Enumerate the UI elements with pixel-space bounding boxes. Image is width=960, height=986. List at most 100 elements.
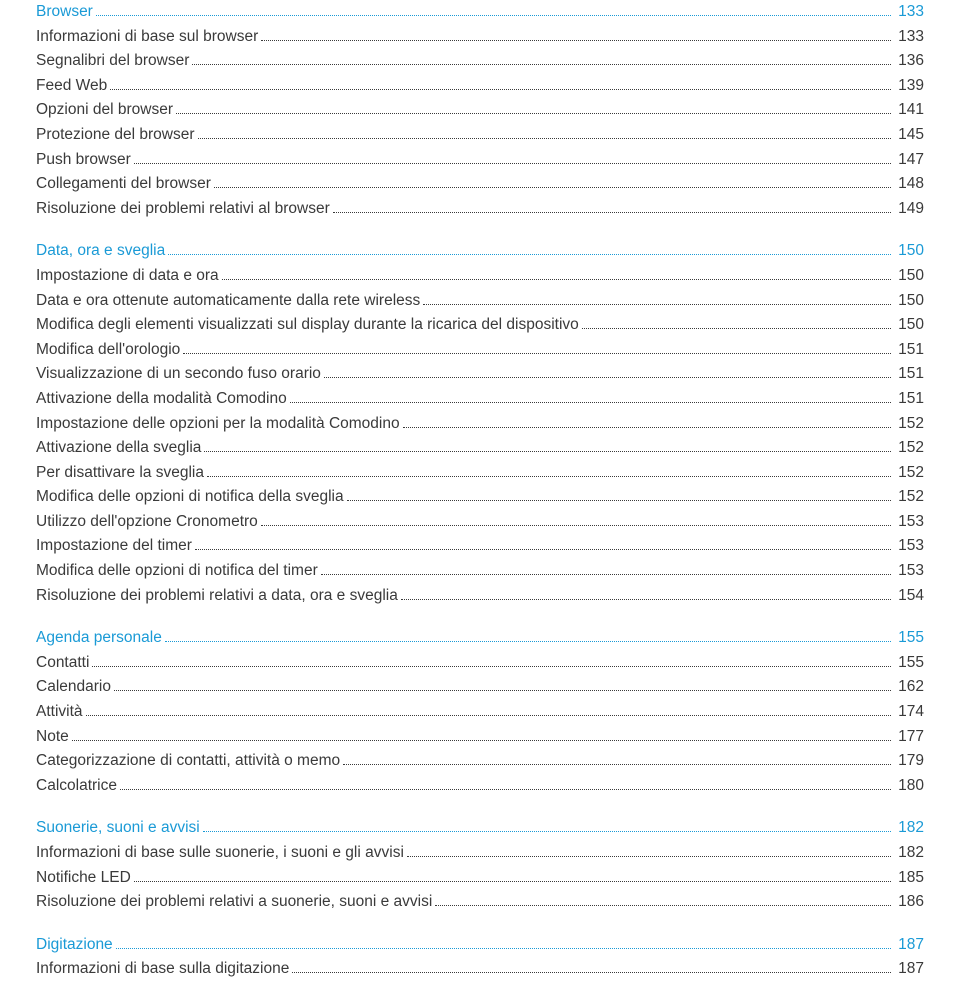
toc-item-page[interactable]: 154 bbox=[894, 588, 924, 604]
toc-item-label[interactable]: Utilizzo dell'opzione Cronometro bbox=[36, 514, 258, 530]
toc-item-label[interactable]: Feed Web bbox=[36, 78, 107, 94]
toc-item-label[interactable]: Protezione del browser bbox=[36, 127, 195, 143]
toc-item-label[interactable]: Risoluzione dei problemi relativi al bro… bbox=[36, 201, 330, 217]
toc-item-row: Data e ora ottenute automaticamente dall… bbox=[36, 293, 924, 318]
toc-item-label[interactable]: Contatti bbox=[36, 655, 89, 671]
toc-item-label[interactable]: Calendario bbox=[36, 679, 111, 695]
toc-item-label[interactable]: Attivazione della sveglia bbox=[36, 440, 201, 456]
toc-leader-dots bbox=[183, 345, 891, 354]
toc-item-label[interactable]: Risoluzione dei problemi relativi a suon… bbox=[36, 894, 432, 910]
toc-heading-row: Data, ora e sveglia 150 bbox=[36, 243, 924, 268]
toc-item-page[interactable]: 150 bbox=[894, 293, 924, 309]
toc-item-label[interactable]: Risoluzione dei problemi relativi a data… bbox=[36, 588, 398, 604]
toc-heading-page[interactable]: 150 bbox=[894, 243, 924, 259]
toc-item-label[interactable]: Collegamenti del browser bbox=[36, 176, 211, 192]
toc-leader-dots bbox=[333, 204, 891, 213]
toc-leader-dots bbox=[165, 633, 891, 642]
toc-item-page[interactable]: 151 bbox=[894, 391, 924, 407]
toc-leader-dots bbox=[116, 940, 891, 949]
toc-item-label[interactable]: Per disattivare la sveglia bbox=[36, 465, 204, 481]
toc-item-label[interactable]: Push browser bbox=[36, 152, 131, 168]
section-gap bbox=[36, 919, 924, 937]
toc-item-page[interactable]: 150 bbox=[894, 317, 924, 333]
toc-heading-row: Agenda personale 155 bbox=[36, 630, 924, 655]
toc-item-page[interactable]: 152 bbox=[894, 440, 924, 456]
toc-item-label[interactable]: Modifica degli elementi visualizzati sul… bbox=[36, 317, 579, 333]
toc-item-row: Utilizzo dell'opzione Cronometro 153 bbox=[36, 514, 924, 539]
toc-leader-dots bbox=[214, 179, 891, 188]
toc-item-label[interactable]: Informazioni di base sulla digitazione bbox=[36, 961, 289, 977]
toc-item-page[interactable]: 187 bbox=[894, 961, 924, 977]
toc-heading-page[interactable]: 182 bbox=[894, 820, 924, 836]
toc-item-row: Risoluzione dei problemi relativi a data… bbox=[36, 588, 924, 613]
toc-item-page[interactable]: 174 bbox=[894, 704, 924, 720]
toc-item-page[interactable]: 153 bbox=[894, 514, 924, 530]
toc-leader-dots bbox=[261, 32, 891, 41]
toc-item-page[interactable]: 185 bbox=[894, 870, 924, 886]
toc-leader-dots bbox=[134, 873, 891, 882]
toc-item-page[interactable]: 152 bbox=[894, 489, 924, 505]
toc-item-label[interactable]: Impostazione delle opzioni per la modali… bbox=[36, 416, 400, 432]
toc-item-label[interactable]: Data e ora ottenute automaticamente dall… bbox=[36, 293, 420, 309]
toc-heading-label[interactable]: Agenda personale bbox=[36, 630, 162, 646]
toc-item-page[interactable]: 153 bbox=[894, 538, 924, 554]
toc-heading-page[interactable]: 187 bbox=[894, 937, 924, 953]
toc-item-row: Feed Web 139 bbox=[36, 78, 924, 103]
toc-item-label[interactable]: Segnalibri del browser bbox=[36, 53, 189, 69]
toc-item-page[interactable]: 180 bbox=[894, 778, 924, 794]
toc-item-label[interactable]: Attività bbox=[36, 704, 83, 720]
toc-item-page[interactable]: 155 bbox=[894, 655, 924, 671]
toc-heading-label[interactable]: Suonerie, suoni e avvisi bbox=[36, 820, 200, 836]
toc-item-label[interactable]: Modifica delle opzioni di notifica del t… bbox=[36, 563, 318, 579]
toc-item-page[interactable]: 148 bbox=[894, 176, 924, 192]
toc-item-label[interactable]: Visualizzazione di un secondo fuso orari… bbox=[36, 366, 321, 382]
toc-heading-label[interactable]: Data, ora e sveglia bbox=[36, 243, 165, 259]
toc-item-row: Push browser 147 bbox=[36, 152, 924, 177]
toc-item-label[interactable]: Modifica delle opzioni di notifica della… bbox=[36, 489, 344, 505]
toc-item-page[interactable]: 151 bbox=[894, 366, 924, 382]
toc-item-page[interactable]: 177 bbox=[894, 729, 924, 745]
toc-item-page[interactable]: 141 bbox=[894, 102, 924, 118]
toc-item-page[interactable]: 150 bbox=[894, 268, 924, 284]
toc-item-page[interactable]: 152 bbox=[894, 465, 924, 481]
toc-item-label[interactable]: Calcolatrice bbox=[36, 778, 117, 794]
toc-item-row: Risoluzione dei problemi relativi al bro… bbox=[36, 201, 924, 226]
toc-item-page[interactable]: 149 bbox=[894, 201, 924, 217]
toc-item-page[interactable]: 186 bbox=[894, 894, 924, 910]
toc-item-label[interactable]: Note bbox=[36, 729, 69, 745]
toc-heading-page[interactable]: 133 bbox=[894, 4, 924, 20]
toc-item-page[interactable]: 145 bbox=[894, 127, 924, 143]
toc-item-label[interactable]: Categorizzazione di contatti, attività o… bbox=[36, 753, 340, 769]
table-of-contents: Browser 133 Informazioni di base sul brows… bbox=[36, 0, 924, 986]
toc-leader-dots bbox=[324, 370, 891, 379]
toc-item-label[interactable]: Impostazione di data e ora bbox=[36, 268, 219, 284]
toc-item-page[interactable]: 152 bbox=[894, 416, 924, 432]
toc-leader-dots bbox=[321, 566, 891, 575]
toc-item-page[interactable]: 162 bbox=[894, 679, 924, 695]
toc-heading-page[interactable]: 155 bbox=[894, 630, 924, 646]
toc-item-label[interactable]: Informazioni di base sulle suonerie, i s… bbox=[36, 845, 404, 861]
toc-item-page[interactable]: 153 bbox=[894, 563, 924, 579]
toc-item-row: Modifica delle opzioni di notifica della… bbox=[36, 489, 924, 514]
toc-item-page[interactable]: 182 bbox=[894, 845, 924, 861]
toc-item-page[interactable]: 133 bbox=[894, 29, 924, 45]
toc-item-label[interactable]: Notifiche LED bbox=[36, 870, 131, 886]
toc-item-page[interactable]: 179 bbox=[894, 753, 924, 769]
toc-item-label[interactable]: Modifica dell'orologio bbox=[36, 342, 180, 358]
toc-item-label[interactable]: Informazioni di base sul browser bbox=[36, 29, 258, 45]
toc-heading-label[interactable]: Browser bbox=[36, 4, 93, 20]
toc-leader-dots bbox=[176, 106, 891, 115]
toc-leader-dots bbox=[96, 7, 891, 16]
toc-item-page[interactable]: 139 bbox=[894, 78, 924, 94]
toc-item-page[interactable]: 151 bbox=[894, 342, 924, 358]
toc-item-row: Impostazione del timer 153 bbox=[36, 538, 924, 563]
toc-item-row: Modifica degli elementi visualizzati sul… bbox=[36, 317, 924, 342]
toc-item-label[interactable]: Impostazione del timer bbox=[36, 538, 192, 554]
toc-item-page[interactable]: 136 bbox=[894, 53, 924, 69]
toc-item-label[interactable]: Attivazione della modalità Comodino bbox=[36, 391, 287, 407]
toc-leader-dots bbox=[403, 419, 891, 428]
toc-item-row: Risoluzione dei problemi relativi a suon… bbox=[36, 894, 924, 919]
toc-item-page[interactable]: 147 bbox=[894, 152, 924, 168]
toc-item-label[interactable]: Opzioni del browser bbox=[36, 102, 173, 118]
toc-heading-label[interactable]: Digitazione bbox=[36, 937, 113, 953]
